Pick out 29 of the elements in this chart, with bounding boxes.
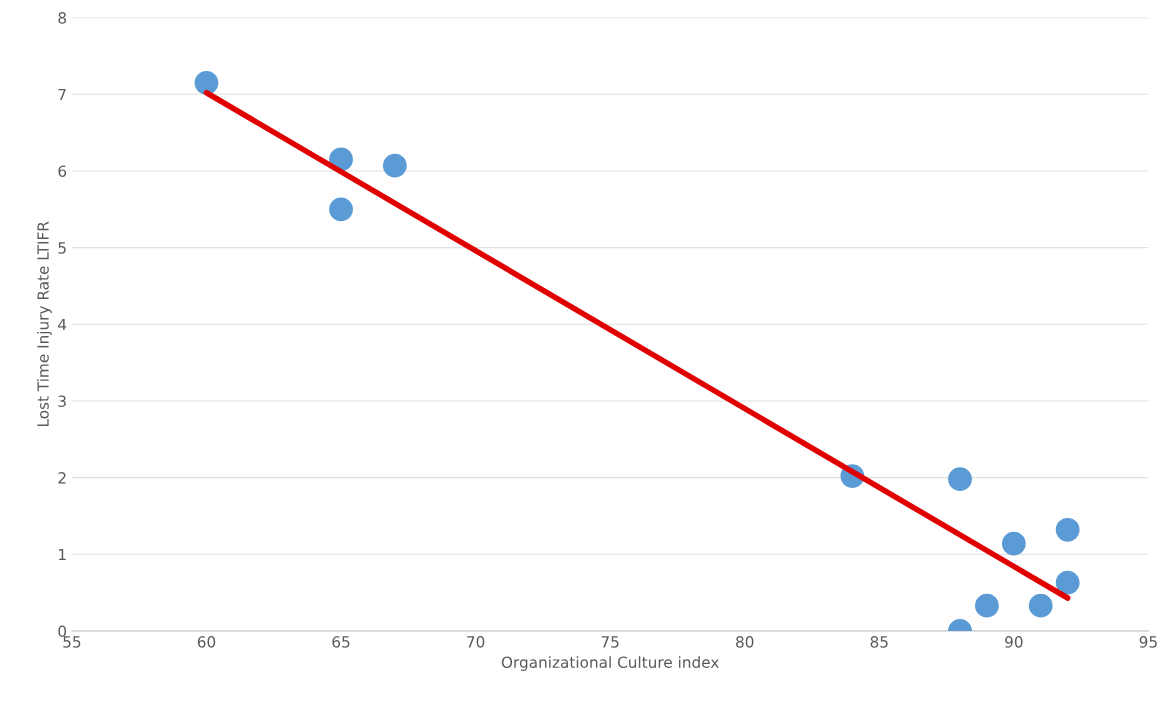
x-axis-title: Organizational Culture index (501, 656, 719, 671)
x-tick-label: 65 (332, 636, 350, 648)
point (382, 153, 407, 178)
x-tick-label: 80 (736, 636, 754, 648)
x-tick-label: 60 (197, 636, 216, 648)
y-tick-label: 2 (58, 472, 66, 484)
y-tick-label: 7 (58, 88, 66, 101)
point (1028, 593, 1053, 618)
y-tick-label: 4 (58, 318, 67, 331)
y-tick-label: 8 (58, 12, 67, 24)
x-tick-label: 90 (1005, 636, 1023, 648)
y-tick-label: 0 (58, 625, 67, 637)
x-tick-label: 95 (1139, 636, 1157, 648)
x-tick-label: 55 (63, 636, 81, 648)
y-axis-title: Lost Time Injury Rate LTIFR (37, 221, 52, 427)
y-tick-label: 1 (59, 548, 66, 561)
point (1055, 517, 1080, 542)
point (1055, 570, 1080, 595)
x-tick-label: 70 (467, 636, 485, 648)
point (194, 70, 219, 95)
point (329, 197, 353, 222)
y-tick-label: 5 (58, 242, 66, 254)
y-tick-label: 3 (58, 395, 66, 407)
point (1001, 531, 1026, 556)
x-tick-label: 85 (870, 636, 888, 648)
y-tick-label: 6 (58, 165, 67, 177)
point (948, 467, 972, 492)
point (975, 593, 999, 618)
x-tick-label: 75 (601, 636, 619, 648)
